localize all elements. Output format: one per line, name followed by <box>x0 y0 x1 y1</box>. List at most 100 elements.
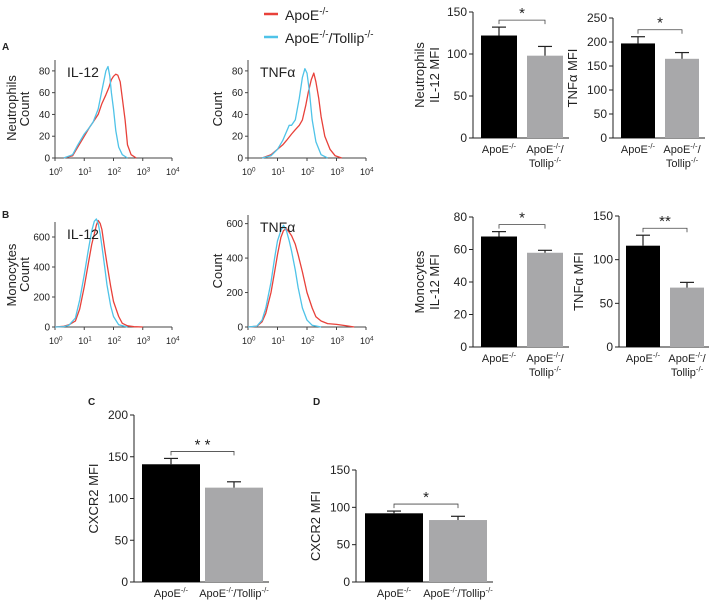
superscript: -/- <box>509 351 517 360</box>
text-run: ApoE <box>482 144 509 156</box>
superscript: -/- <box>553 351 561 360</box>
y-tick-label: 60 <box>232 88 244 99</box>
y-tick-label: 100 <box>447 47 467 61</box>
x-tick-label: 102 <box>108 335 122 346</box>
histogram-series <box>54 219 143 328</box>
category-label: ApoE-/-/ <box>663 142 701 156</box>
y-axis-label: Count <box>17 91 32 126</box>
x-tick-label: 101 <box>272 335 286 346</box>
y-axis-label: Count <box>17 257 32 292</box>
significance-bracket <box>498 224 546 229</box>
histogram-series <box>247 224 322 328</box>
category-label: ApoE-/- <box>482 142 517 156</box>
significance-star: ** <box>659 213 671 230</box>
y-tick-label: 0 <box>237 323 243 334</box>
superscript: -/- <box>364 29 373 40</box>
text-run: 10 <box>360 336 370 346</box>
x-tick-label: 102 <box>108 166 122 177</box>
legend-label: ApoE-/- <box>285 6 329 23</box>
y-tick-label: 100 <box>330 500 350 514</box>
histogram-series <box>63 65 128 159</box>
text-run: ApoE <box>377 588 404 600</box>
x-tick-label: 104 <box>360 335 374 346</box>
superscript: 3 <box>341 335 345 342</box>
superscript: 1 <box>88 335 92 342</box>
text-run: ApoE <box>526 353 553 365</box>
y-tick-label: 200 <box>33 293 50 304</box>
superscript: -/- <box>695 351 703 360</box>
text-run: Tollip <box>529 158 554 170</box>
superscript: 2 <box>311 166 315 173</box>
y-axis-label: MonocytesIL-12 MFI <box>412 250 442 313</box>
superscript: 1 <box>282 166 286 173</box>
y-axis-label: NeutrophilsIL-12 MFI <box>412 42 442 108</box>
text-run: / <box>703 353 707 365</box>
text-run: / <box>457 588 461 600</box>
category-label: Tollip-/- <box>529 156 562 170</box>
text-run: 10 <box>49 336 59 346</box>
category-label: ApoE-/- <box>482 351 517 365</box>
y-tick-label: 150 <box>447 5 467 19</box>
y-label-line: IL-12 MFI <box>427 47 442 103</box>
text-run: 10 <box>137 336 147 346</box>
significance-star: * <box>519 210 525 227</box>
text-run: ApoE <box>526 144 553 156</box>
y-tick-label: 80 <box>232 66 244 77</box>
text-run: Tollip <box>666 158 691 170</box>
text-run: 10 <box>301 336 311 346</box>
y-tick-label: 0 <box>606 340 613 354</box>
category-label: ApoE-/- <box>154 586 189 600</box>
y-tick-label: 50 <box>337 538 351 552</box>
text-run: 10 <box>301 167 311 177</box>
y-axis-label: CXCR2 MFI <box>86 463 101 533</box>
superscript: -/- <box>226 586 234 595</box>
superscript: -/- <box>509 142 517 151</box>
legend-label: ApoE-/-/Tollip-/- <box>285 29 374 46</box>
y-tick-label: 150 <box>593 209 613 223</box>
bar <box>670 287 704 347</box>
superscript: 4 <box>370 335 374 342</box>
y-tick-label: 0 <box>460 340 467 354</box>
significance-bracket <box>498 19 546 25</box>
text-run: ApoE <box>199 588 226 600</box>
text-run: ApoE <box>482 353 509 365</box>
x-tick-label: 100 <box>49 166 63 177</box>
y-axis-label: Count <box>210 253 225 288</box>
y-tick-label: 0 <box>460 131 467 145</box>
y-label-line: Monocytes <box>412 250 427 313</box>
text-run: ApoE <box>154 588 181 600</box>
text-run: 10 <box>78 167 88 177</box>
superscript: -/- <box>319 6 328 17</box>
significance-bracket <box>393 503 459 509</box>
y-tick-label: 80 <box>454 210 468 224</box>
row-label-a: Neutrophils <box>4 75 19 141</box>
bar <box>142 464 200 582</box>
text-run: 10 <box>242 336 252 346</box>
significance-star: * <box>423 489 429 506</box>
superscript: 1 <box>282 335 286 342</box>
superscript: 3 <box>147 166 151 173</box>
plot-title: IL-12 <box>67 226 99 242</box>
y-axis-label: TNFα MFI <box>571 252 586 311</box>
plot-title: TNFα <box>260 64 295 80</box>
text-run: ApoE <box>663 144 690 156</box>
y-tick-label: 100 <box>587 83 607 97</box>
superscript: 0 <box>59 335 63 342</box>
text-run: 10 <box>108 336 118 346</box>
row-label-b: Monocytes <box>4 243 19 306</box>
y-tick-label: 150 <box>108 450 128 464</box>
text-run: 10 <box>78 336 88 346</box>
histogram-series <box>261 68 328 159</box>
text-run: ApoE <box>621 144 648 156</box>
x-tick-label: 104 <box>360 166 374 177</box>
superscript: -/- <box>404 586 412 595</box>
category-label: ApoE-/-/Tollip-/- <box>199 586 269 600</box>
superscript: -/- <box>262 586 270 595</box>
text-run: ApoE <box>626 353 653 365</box>
significance-star: * <box>657 15 663 32</box>
category-label: ApoE-/- <box>621 142 656 156</box>
significance-bracket <box>170 451 235 456</box>
superscript: -/- <box>319 29 328 40</box>
